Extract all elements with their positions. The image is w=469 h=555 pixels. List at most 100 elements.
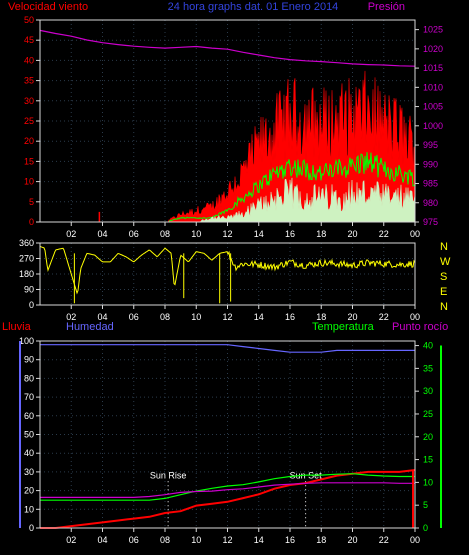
y-tick-label: 20 (24, 486, 34, 496)
y-tick-label: 60 (24, 411, 34, 421)
y-tick-label: 985 (423, 179, 438, 189)
dir-grid-h (40, 258, 415, 290)
rain-series (40, 469, 416, 529)
x-tick-label: 02 (66, 312, 76, 322)
y-tick-label: 80 (24, 373, 34, 383)
wind-direction-series (39, 245, 416, 295)
dewpoint-title: Punto rocío (392, 321, 448, 333)
y-tick-label: 180 (19, 269, 34, 279)
x-tick-label: 00 (410, 312, 420, 322)
y-tick-label: 10 (423, 477, 433, 487)
x-tick-label: 14 (254, 535, 264, 545)
chart-title: 24 hora graphs dat. 01 Enero 2014 (168, 1, 339, 13)
x-tick-label: 08 (160, 229, 170, 239)
x-tick-label: 20 (347, 229, 357, 239)
x-tick-label: 18 (316, 229, 326, 239)
y-tick-label: 360 (19, 238, 34, 248)
x-tick-label: 20 (347, 535, 357, 545)
x-tick-label: 20 (347, 312, 357, 322)
y-tick-label: 15 (24, 156, 34, 166)
x-tick-label: 22 (379, 535, 389, 545)
dir-x-axis: 02 04 06 08 10 12 14 16 18 20 22 00 (66, 305, 420, 322)
x-tick-label: 06 (129, 535, 139, 545)
y-tick-label: 70 (24, 392, 34, 402)
y-tick-label: 35 (423, 363, 433, 373)
y-tick-label: 45 (24, 35, 34, 45)
x-tick-label: 18 (316, 535, 326, 545)
x-tick-label: 22 (379, 312, 389, 322)
sun-rise-marker-label: Sun Rise (150, 471, 187, 481)
y-tick-label: 30 (24, 96, 34, 106)
x-tick-label: 06 (129, 229, 139, 239)
y-tick-label: 90 (24, 355, 34, 365)
pressure-title: Presión (368, 1, 405, 13)
y-tick-label: 40 (423, 341, 433, 351)
y-tick-label: 0 (423, 523, 428, 533)
x-tick-label: 14 (254, 229, 264, 239)
x-tick-label: 16 (285, 229, 295, 239)
x-tick-label: 12 (222, 535, 232, 545)
rain-y-axis: 0 10 20 30 40 50 60 70 80 90 100 (19, 336, 40, 533)
y-tick-label: 20 (24, 136, 34, 146)
dewpoint-series (40, 482, 415, 498)
y-tick-label: 30 (423, 386, 433, 396)
x-tick-label: 08 (160, 535, 170, 545)
compass-label: N (440, 301, 448, 313)
y-tick-label: 270 (19, 254, 34, 264)
pressure-series (39, 29, 416, 67)
y-tick-label: 0 (29, 217, 34, 227)
compass-label: E (440, 286, 447, 298)
x-tick-label: 00 (410, 535, 420, 545)
compass-label: N (440, 241, 448, 253)
compass-label: W (440, 256, 451, 268)
y-tick-label: 1010 (423, 82, 443, 92)
y-tick-label: 25 (423, 409, 433, 419)
x-tick-label: 14 (254, 312, 264, 322)
y-tick-label: 5 (423, 500, 428, 510)
x-tick-label: 22 (379, 229, 389, 239)
y-tick-label: 100 (19, 336, 34, 346)
x-tick-label: 04 (97, 535, 107, 545)
temperature-y-axis: 0 5 10 15 20 25 30 35 40 (415, 341, 433, 533)
y-tick-label: 50 (24, 15, 34, 25)
y-tick-label: 30 (24, 467, 34, 477)
x-tick-label: 10 (191, 229, 201, 239)
y-tick-label: 975 (423, 217, 438, 227)
y-tick-label: 5 (29, 197, 34, 207)
y-tick-label: 1005 (423, 102, 443, 112)
y-tick-label: 1020 (423, 44, 443, 54)
x-tick-label: 08 (160, 312, 170, 322)
y-tick-label: 990 (423, 159, 438, 169)
x-tick-label: 06 (129, 312, 139, 322)
x-tick-label: 02 (66, 535, 76, 545)
x-tick-label: 04 (97, 229, 107, 239)
temperature-series (40, 473, 415, 501)
humidity-title: Humedad (66, 321, 114, 333)
x-tick-label: 04 (97, 312, 107, 322)
y-tick-label: 90 (24, 285, 34, 295)
dir-y-axis: 0 90 180 270 360 (19, 238, 40, 310)
x-tick-label: 12 (222, 312, 232, 322)
temperature-title: Temperatura (312, 321, 375, 333)
y-tick-label: 10 (24, 177, 34, 187)
x-tick-label: 00 (410, 229, 420, 239)
y-tick-label: 25 (24, 116, 34, 126)
wind-y-axis: 0 5 10 15 20 25 30 35 40 45 50 (24, 15, 40, 227)
x-tick-label: 10 (191, 535, 201, 545)
y-tick-label: 1000 (423, 121, 443, 131)
climate-grid-h (40, 359, 415, 510)
y-tick-label: 995 (423, 140, 438, 150)
y-tick-label: 20 (423, 432, 433, 442)
x-tick-label: 10 (191, 312, 201, 322)
wind-speed-title: Velocidad viento (8, 1, 88, 13)
x-tick-label: 16 (285, 535, 295, 545)
y-tick-label: 10 (24, 504, 34, 514)
x-tick-label: 16 (285, 312, 295, 322)
compass-label: S (440, 271, 447, 283)
wind-x-axis: 02 04 06 08 10 12 14 16 18 20 22 00 (66, 222, 420, 239)
pressure-y-axis: 975 980 985 990 995 1000 1005 1010 1015 1020 1025 (415, 25, 443, 227)
y-tick-label: 1025 (423, 25, 443, 35)
y-tick-label: 40 (24, 448, 34, 458)
